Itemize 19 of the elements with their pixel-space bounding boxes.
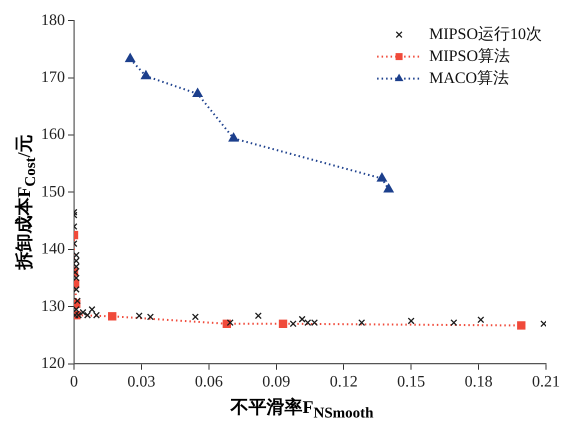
- x-tick-label: 0.06: [194, 374, 223, 391]
- x-tick-label: 0.12: [330, 374, 358, 391]
- x-tick-label: 0.03: [127, 374, 156, 391]
- y-tick-label: 140: [41, 240, 65, 258]
- y-tick-label: 130: [41, 298, 65, 315]
- x-tick-label: 0: [70, 374, 78, 391]
- x-tick-label: 0.15: [397, 374, 426, 391]
- y-tick-label: 120: [41, 355, 65, 372]
- x-tick-label: 0.18: [464, 374, 493, 391]
- x-tick-label: 0.21: [532, 374, 560, 391]
- y-tick-label: 170: [41, 69, 65, 86]
- x-tick-label: 0.09: [262, 374, 290, 391]
- legend-label: MIPSO算法: [429, 46, 510, 65]
- legend-label: MACO算法: [429, 68, 510, 87]
- x-axis-title: 不平滑率F$_{NSmooth}$: [229, 396, 374, 423]
- legend-label: MIPSO运行10次: [429, 24, 542, 43]
- y-tick-label: 180: [41, 12, 65, 29]
- y-tick-label: 160: [41, 126, 65, 144]
- y-tick-label: 150: [41, 183, 65, 200]
